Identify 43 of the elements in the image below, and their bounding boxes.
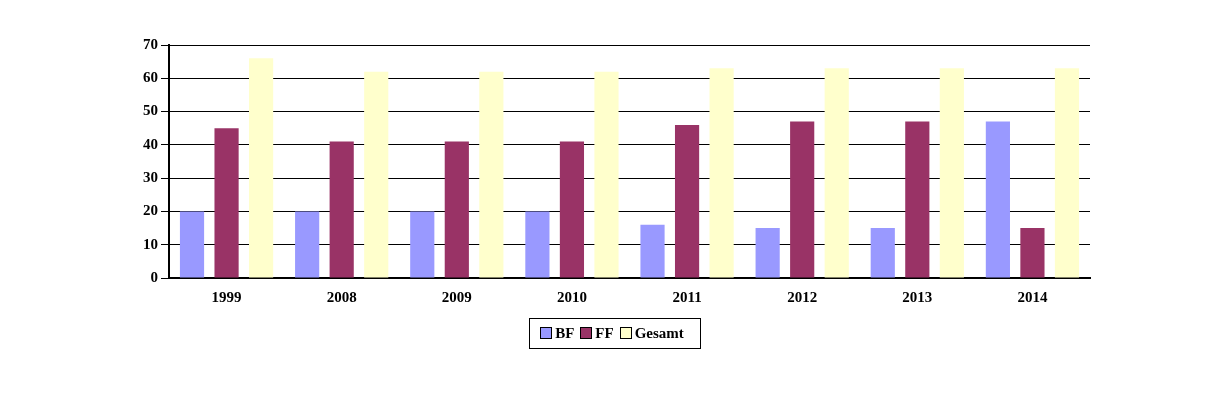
x-tick-label: 2011	[672, 288, 702, 305]
x-tick-label: 1999	[211, 288, 242, 305]
y-tick-label: 60	[143, 69, 158, 86]
x-tick-label: 2008	[326, 288, 357, 305]
y-tick-label: 50	[143, 102, 158, 119]
bar	[1020, 228, 1045, 278]
y-tick-label: 40	[143, 135, 158, 152]
bar	[444, 141, 469, 278]
y-tick-label: 10	[143, 235, 158, 252]
bar	[295, 211, 320, 278]
y-tick-label: 20	[143, 202, 158, 219]
legend-label: BF	[554, 325, 575, 342]
bar	[790, 121, 815, 278]
bar	[559, 141, 585, 278]
bar	[329, 141, 354, 278]
bar	[905, 121, 930, 278]
bar	[870, 228, 895, 278]
x-tick-label: 2012	[787, 288, 818, 305]
bar	[179, 211, 205, 278]
bar	[674, 124, 700, 278]
x-tick-label: 2013	[902, 288, 933, 305]
bar	[364, 71, 389, 278]
bar	[640, 224, 665, 278]
legend-label: FF	[594, 325, 614, 342]
y-tick-label: 0	[150, 268, 158, 285]
x-tick-label: 2014	[1017, 288, 1048, 305]
x-tick-label: 2010	[556, 288, 587, 305]
bar	[214, 128, 239, 278]
bar	[709, 68, 734, 278]
bar	[985, 121, 1010, 278]
bar	[479, 71, 504, 278]
x-tick-label: 2009	[441, 288, 472, 305]
bar	[249, 58, 274, 278]
bar	[824, 68, 849, 278]
y-tick-label: 30	[143, 169, 158, 186]
legend-label: Gesamt	[633, 325, 684, 342]
bar	[939, 68, 964, 278]
bar	[1054, 68, 1080, 278]
bar	[594, 71, 619, 278]
y-tick-label: 70	[143, 35, 158, 52]
bar	[755, 228, 780, 278]
bar	[410, 211, 435, 278]
bar	[525, 211, 550, 278]
